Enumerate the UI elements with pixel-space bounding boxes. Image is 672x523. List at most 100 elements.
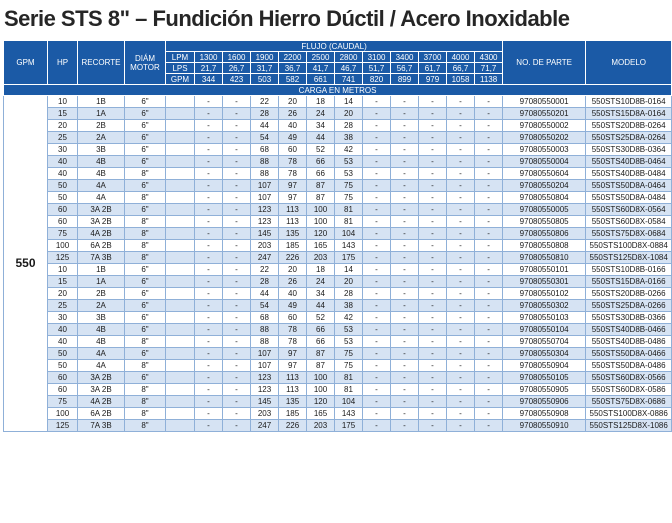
spacer-cell <box>165 239 195 252</box>
recorte-cell: 6A 2B <box>77 239 125 252</box>
part-number-cell: 97080550201 <box>502 107 587 120</box>
motor-cell: 8" <box>124 335 166 348</box>
hp-cell: 25 <box>47 131 78 144</box>
table-row: 10 1B 6" - -22 20 18 14- - - - -97080550101 550STS10… <box>4 263 672 276</box>
pump-performance-table: GPM HP RECORTE DIÁM MOTOR FLUJO (CAUDAL)… <box>2 40 672 432</box>
head-cell: 44 <box>250 287 279 300</box>
table-row: 20 2B 6" - -44 40 34 28- - - - -97080550002 550STS20… <box>4 119 672 132</box>
head-cell: - <box>473 287 504 300</box>
header-hp: HP <box>47 40 78 85</box>
model-cell: 550STS15D8A-0164 <box>585 107 672 120</box>
head-cell: - <box>390 155 419 168</box>
head-cell: - <box>473 419 504 432</box>
head-cell: 20 <box>278 263 307 276</box>
head-cell: - <box>194 215 223 228</box>
recorte-cell: 4B <box>77 155 125 168</box>
head-cell: - <box>362 383 391 396</box>
table-row: 40 4B 6" - -88 78 66 53- - - - -97080550104 550STS40… <box>4 323 672 336</box>
head-cell: - <box>222 119 251 132</box>
head-cell: 34 <box>306 119 335 132</box>
head-cell: 104 <box>334 395 363 408</box>
header-gpm-value: 1138 <box>473 73 504 85</box>
head-cell: - <box>362 191 391 204</box>
recorte-cell: 3B <box>77 311 125 324</box>
head-cell: - <box>473 359 504 372</box>
header-lps-value: 21,7 <box>194 62 223 74</box>
header-carga: CARGA EN METROS <box>2 84 672 96</box>
table-row: 550 10 1B 6" - -22 20 18 14- - - - -97080550001 550ST… <box>3 95 672 432</box>
head-cell: 81 <box>334 383 363 396</box>
part-number-cell: 97080550704 <box>502 335 587 348</box>
head-cell: - <box>222 383 251 396</box>
header-gpm-value: 423 <box>222 73 251 85</box>
hp-cell: 50 <box>47 179 78 192</box>
header-lpm-value: 4000 <box>446 51 475 63</box>
model-cell: 550STS20D8B-0266 <box>585 287 672 300</box>
head-cell: 53 <box>334 155 363 168</box>
part-number-cell: 97080550003 <box>502 143 587 156</box>
head-cell: - <box>473 131 504 144</box>
recorte-cell: 4A <box>77 347 125 360</box>
part-number-cell: 97080550104 <box>502 323 587 336</box>
hp-cell: 100 <box>47 239 78 252</box>
part-number-cell: 97080550304 <box>502 347 587 360</box>
head-cell: - <box>194 407 223 420</box>
head-cell: - <box>446 251 475 264</box>
head-cell: 113 <box>278 203 307 216</box>
head-cell: 87 <box>306 191 335 204</box>
head-cell: - <box>473 143 504 156</box>
motor-cell: 8" <box>124 383 166 396</box>
head-cell: 97 <box>278 347 307 360</box>
head-cell: - <box>222 203 251 216</box>
head-cell: - <box>362 107 391 120</box>
head-cell: 120 <box>306 227 335 240</box>
head-cell: - <box>473 395 504 408</box>
motor-cell: 6" <box>124 203 166 216</box>
header-gpm-value: 820 <box>362 73 391 85</box>
model-cell: 550STS25D8A-0266 <box>585 299 672 312</box>
head-cell: 53 <box>334 323 363 336</box>
head-cell: - <box>390 131 419 144</box>
head-cell: - <box>446 311 475 324</box>
head-cell: - <box>362 407 391 420</box>
model-cell: 550STS30D8B-0364 <box>585 143 672 156</box>
head-cell: - <box>390 383 419 396</box>
head-cell: 53 <box>334 167 363 180</box>
header-gpm-value: 661 <box>306 73 335 85</box>
head-cell: 165 <box>306 407 335 420</box>
head-cell: 40 <box>278 287 307 300</box>
table-row: 40 4B 8" - -88 78 66 53- - - - -97080550604 550STS40… <box>4 167 672 180</box>
spacer-cell <box>165 395 195 408</box>
recorte-cell: 3A 2B <box>77 215 125 228</box>
head-cell: - <box>473 407 504 420</box>
part-number-cell: 97080550204 <box>502 179 587 192</box>
head-cell: - <box>473 311 504 324</box>
header-lps-value: 46,7 <box>334 62 363 74</box>
head-cell: - <box>390 179 419 192</box>
hp-cell: 60 <box>47 371 78 384</box>
head-cell: - <box>473 203 504 216</box>
hp-cell: 50 <box>47 347 78 360</box>
model-cell: 550STS60D8X-0566 <box>585 371 672 384</box>
head-cell: - <box>418 167 447 180</box>
head-cell: 60 <box>278 143 307 156</box>
head-cell: 75 <box>334 179 363 192</box>
head-cell: - <box>446 191 475 204</box>
part-number-cell: 97080550906 <box>502 395 587 408</box>
hp-cell: 100 <box>47 407 78 420</box>
head-cell: - <box>194 275 223 288</box>
head-cell: 54 <box>250 131 279 144</box>
head-cell: - <box>362 131 391 144</box>
head-cell: - <box>222 107 251 120</box>
part-number-cell: 97080550604 <box>502 167 587 180</box>
hp-cell: 30 <box>47 311 78 324</box>
motor-cell: 6" <box>124 155 166 168</box>
head-cell: - <box>222 359 251 372</box>
hp-cell: 25 <box>47 299 78 312</box>
head-cell: - <box>222 227 251 240</box>
head-cell: 78 <box>278 155 307 168</box>
head-cell: - <box>222 407 251 420</box>
header-recorte: RECORTE <box>77 40 125 85</box>
head-cell: 88 <box>250 323 279 336</box>
head-cell: 135 <box>278 395 307 408</box>
